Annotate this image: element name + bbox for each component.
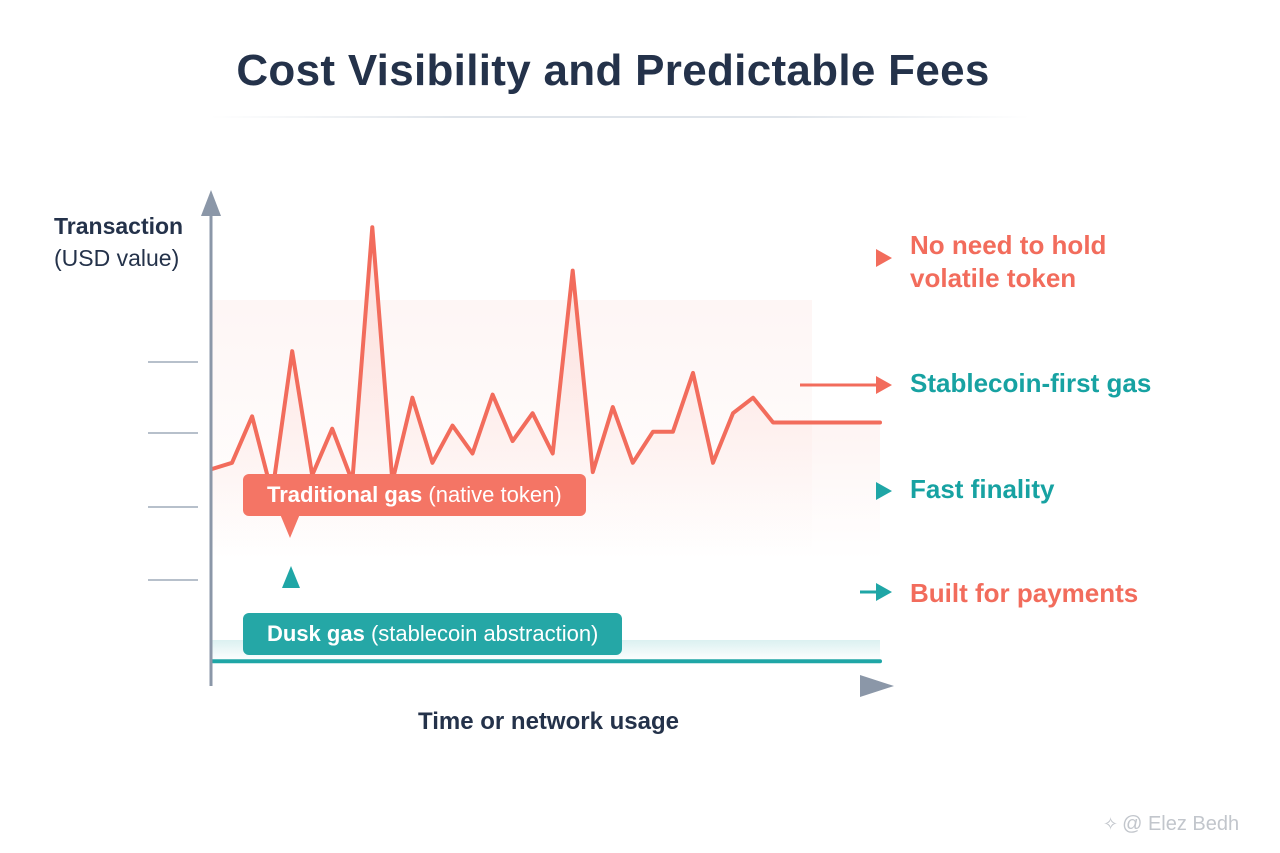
annotation-stablecoin-first: Stablecoin-first gas xyxy=(910,368,1152,398)
dusk-gas-callout-rest: (stablecoin abstraction) xyxy=(364,621,599,646)
traditional-gas-callout-rest: (native token) xyxy=(422,482,562,507)
annotation-built-for-payments: Built for payments xyxy=(910,578,1139,608)
x-axis-arrowhead xyxy=(860,675,894,697)
y-axis-ticks xyxy=(148,361,198,581)
binance-diamond-icon: ✧ xyxy=(1103,814,1119,834)
y-axis-label: Transaction (USD value) xyxy=(54,210,183,274)
annotation-volatile-token-line2: volatile token xyxy=(910,263,1077,293)
traditional-callout-pointer xyxy=(280,514,300,538)
annotation-arrows xyxy=(790,249,892,601)
chart-title: Cost Visibility and Predictable Fees xyxy=(236,46,990,95)
x-axis-label: Time or network usage xyxy=(418,708,679,735)
watermark: ✧ @ Elez Bedh xyxy=(1103,813,1239,836)
callout-pointers xyxy=(280,514,300,588)
arrow-volatile-token xyxy=(796,249,892,267)
traditional-gas-callout-bold: Traditional gas xyxy=(267,482,423,507)
annotation-volatile-token-line1: No need to hold xyxy=(910,230,1107,260)
y-axis-label-line1: Transaction xyxy=(54,213,184,239)
dusk-gas-callout: Dusk gas (stablecoin abstraction) xyxy=(243,613,623,655)
traditional-gas-callout: Traditional gas (native token) xyxy=(243,474,586,516)
arrow-built-for-payments xyxy=(860,583,892,601)
y-axis-label-line2: (USD value) xyxy=(54,245,180,271)
y-axis-arrowhead xyxy=(201,190,221,216)
dusk-marker-triangle xyxy=(282,566,300,588)
annotation-fast-finality: Fast finality xyxy=(910,474,1055,504)
series-line-traditional xyxy=(210,225,882,496)
arrow-fast-finality xyxy=(790,482,892,500)
dusk-gas-callout-bold: Dusk gas xyxy=(267,621,365,646)
watermark-text: @ Elez Bedh xyxy=(1122,813,1240,835)
title-divider xyxy=(210,116,1030,118)
annotation-volatile-token: No need to hold volatile token xyxy=(910,229,1106,295)
arrow-stablecoin-first xyxy=(800,376,892,394)
